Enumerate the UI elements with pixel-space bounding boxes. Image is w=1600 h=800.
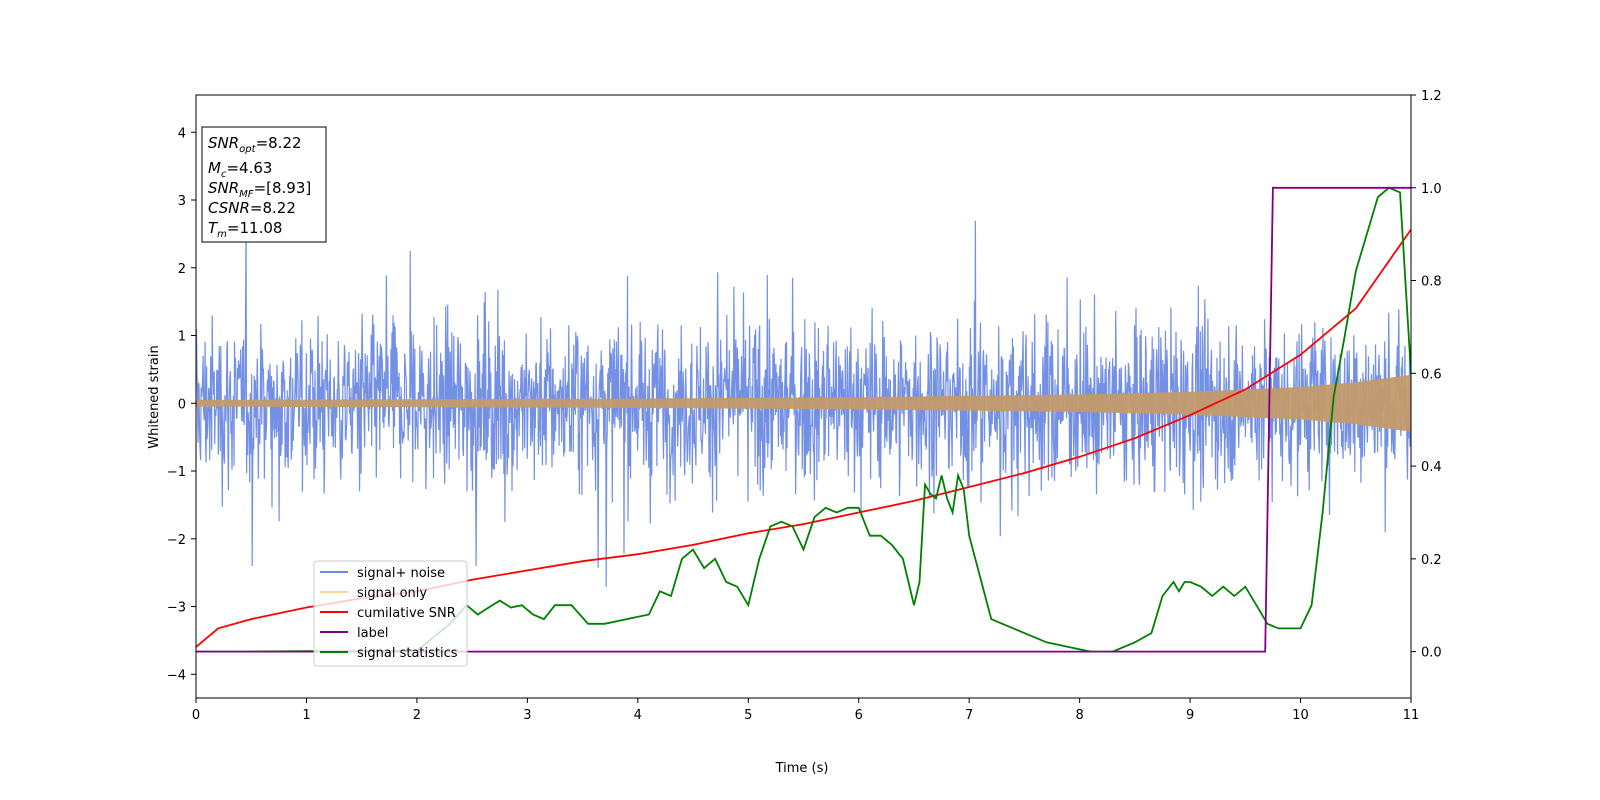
y-right-tick-label: 1.0 <box>1421 182 1442 197</box>
info-box: SNRopt=8.22Mc=4.63SNRMF=[8.93]CSNR=8.22T… <box>201 126 327 243</box>
y-right-tick-label: 0.6 <box>1421 367 1442 382</box>
info-value: =8.22 <box>256 134 302 152</box>
info-line: SNRMF=[8.93] <box>208 179 311 200</box>
info-box-frame <box>201 126 327 243</box>
legend-label: cumilative SNR <box>357 606 456 621</box>
series-group <box>196 186 1411 653</box>
legend-label: signal statistics <box>357 646 458 661</box>
x-tick-label: 9 <box>1186 708 1194 723</box>
info-symbol: T <box>208 219 219 237</box>
y-left-tick-label: −4 <box>167 668 186 683</box>
plot-area <box>196 186 1411 653</box>
info-value: =11.08 <box>227 219 283 237</box>
y-left-tick-label: 2 <box>178 262 186 277</box>
x-tick-label: 5 <box>744 708 752 723</box>
x-tick-label: 10 <box>1292 708 1309 723</box>
info-value: =4.63 <box>226 159 272 177</box>
x-tick-label: 1 <box>302 708 310 723</box>
x-tick-label: 6 <box>855 708 863 723</box>
info-line: CSNR=8.22 <box>208 199 296 217</box>
legend-label: signal only <box>357 586 427 601</box>
info-symbol: M <box>208 159 221 177</box>
x-tick-label: 8 <box>1075 708 1083 723</box>
axes: 0 1 2 3 4 5 6 7 8 9 10 11 −4 −3 −2 −1 0 1 2 3 4 0.0 0.2 0.4 0.6 0… <box>167 89 1442 723</box>
y-left-tick-label: 1 <box>178 330 186 345</box>
x-tick-label: 11 <box>1403 708 1420 723</box>
info-subscript: opt <box>239 144 256 155</box>
info-subscript: m <box>217 229 227 240</box>
series-label <box>196 186 1411 653</box>
x-tick-label: 2 <box>413 708 421 723</box>
y-right-tick-label: 0.2 <box>1421 553 1442 568</box>
series-signal-statistics <box>196 186 1411 653</box>
y-left-tick-label: −3 <box>167 601 186 616</box>
y-left-tick-label: −1 <box>167 465 186 480</box>
info-symbol: CSNR <box>208 199 250 217</box>
legend: signal+ noise signal only cumilative SNR la… <box>313 560 468 667</box>
info-subscript: c <box>221 169 227 180</box>
y-axis-title: Whitened strain <box>147 345 162 448</box>
x-tick-label: 7 <box>965 708 973 723</box>
x-tick-label: 3 <box>523 708 531 723</box>
y-right-tick-label: 0.4 <box>1421 460 1442 475</box>
legend-frame <box>313 560 468 667</box>
info-symbol: SNR <box>208 179 239 197</box>
info-subscript: MF <box>239 189 254 200</box>
x-axis-title: Time (s) <box>775 761 829 776</box>
legend-label: label <box>357 626 388 641</box>
legend-label: signal+ noise <box>357 566 445 581</box>
info-line: Tm=11.08 <box>208 219 282 240</box>
info-symbol: SNR <box>208 134 239 152</box>
x-tick-label: 0 <box>192 708 200 723</box>
y-left-tick-label: −2 <box>167 533 186 548</box>
y-left-tick-label: 0 <box>178 397 186 412</box>
y-right-tick-label: 1.2 <box>1421 89 1442 104</box>
y-left-tick-label: 3 <box>178 194 186 209</box>
info-value: =8.22 <box>250 199 296 217</box>
y-right-tick-label: 0.0 <box>1421 646 1442 661</box>
info-line: Mc=4.63 <box>208 159 272 180</box>
series-signal-only <box>196 374 1411 432</box>
info-value: =[8.93] <box>254 179 312 197</box>
plot-frame <box>195 94 1412 699</box>
y-left-tick-label: 4 <box>178 126 186 141</box>
y-right-tick-label: 0.8 <box>1421 275 1442 290</box>
x-tick-label: 4 <box>634 708 642 723</box>
info-line: SNRopt=8.22 <box>208 134 302 155</box>
